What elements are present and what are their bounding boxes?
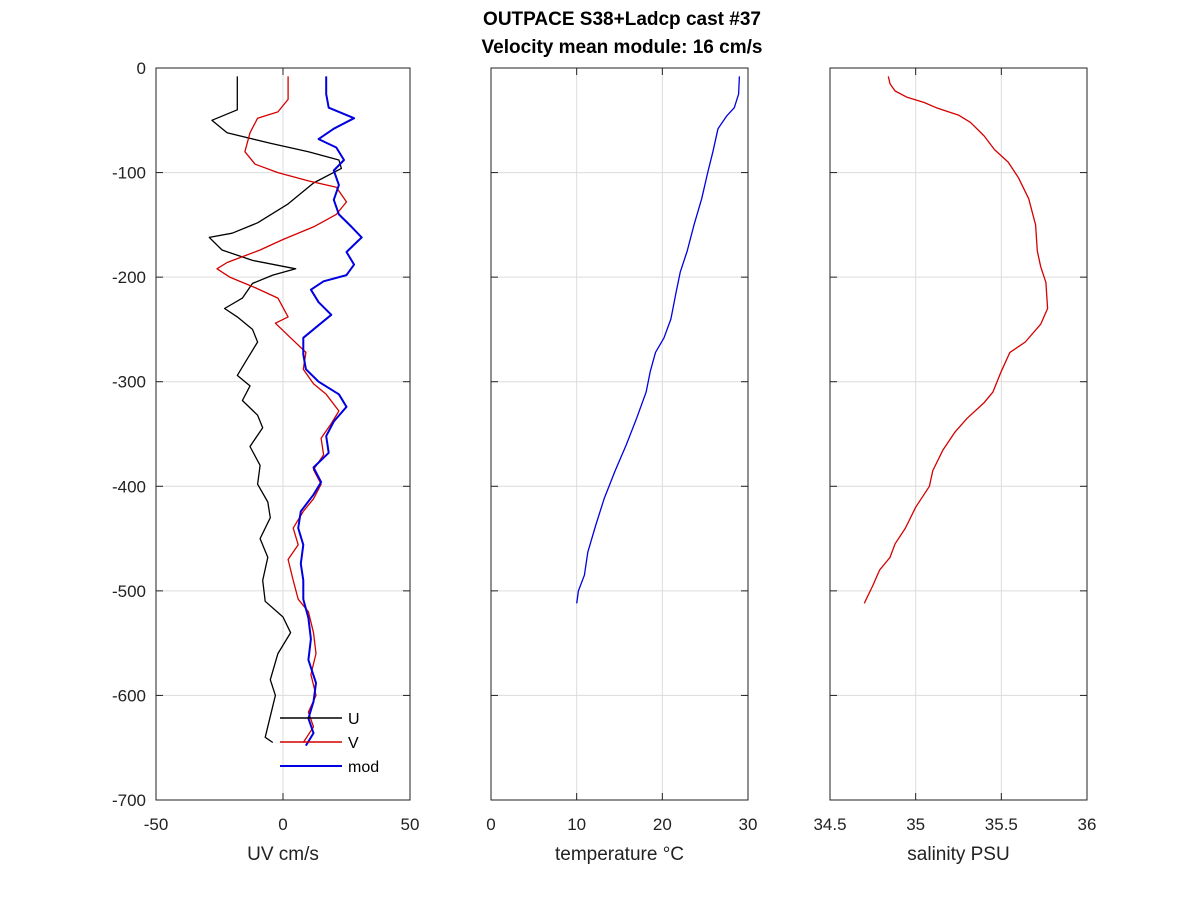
y-tick-label: -100 bbox=[112, 164, 146, 183]
legend-label-v: V bbox=[348, 735, 359, 752]
y-tick-label: -200 bbox=[112, 268, 146, 287]
y-tick-label: -300 bbox=[112, 373, 146, 392]
x-tick-label: 34.5 bbox=[813, 815, 846, 834]
x-tick-label: 10 bbox=[567, 815, 586, 834]
legend-label-mod: mod bbox=[348, 759, 379, 776]
x-tick-label: -50 bbox=[144, 815, 169, 834]
series-line-panel3 bbox=[863, 76, 1049, 604]
x-tick-label: 0 bbox=[278, 815, 287, 834]
x-tick-label: 50 bbox=[401, 815, 420, 834]
series-line-panel2 bbox=[576, 76, 741, 604]
y-tick-label: -400 bbox=[112, 477, 146, 496]
panel-2: 0 10 20 30 temperature °C bbox=[486, 67, 758, 865]
series-line-u bbox=[208, 76, 343, 744]
axes-box bbox=[829, 67, 1088, 801]
x-tick-label: 0 bbox=[486, 815, 495, 834]
x-tick-label: 30 bbox=[739, 815, 758, 834]
axes-box bbox=[490, 67, 749, 801]
x-tick-label: 20 bbox=[653, 815, 672, 834]
y-tick-label: -500 bbox=[112, 582, 146, 601]
x-axis-label: temperature °C bbox=[555, 844, 684, 865]
x-tick-label: 36 bbox=[1078, 815, 1097, 834]
y-tick-label: -600 bbox=[112, 686, 146, 705]
figure-title-line2: Velocity mean module: 16 cm/s bbox=[482, 37, 763, 58]
figure-title-line1: OUTPACE S38+Ladcp cast #37 bbox=[483, 9, 761, 30]
legend-label-u: U bbox=[348, 711, 360, 728]
x-axis-label: UV cm/s bbox=[247, 844, 319, 865]
x-tick-label: 35 bbox=[906, 815, 925, 834]
x-axis-label: salinity PSU bbox=[907, 844, 1009, 865]
series-line-mod bbox=[297, 76, 363, 747]
x-tick-label: 35.5 bbox=[985, 815, 1018, 834]
y-tick-label: 0 bbox=[137, 59, 146, 78]
y-tick-label: -700 bbox=[112, 791, 146, 810]
panel-3: 34.5 35 35.5 36 salinity PSU bbox=[813, 67, 1097, 865]
